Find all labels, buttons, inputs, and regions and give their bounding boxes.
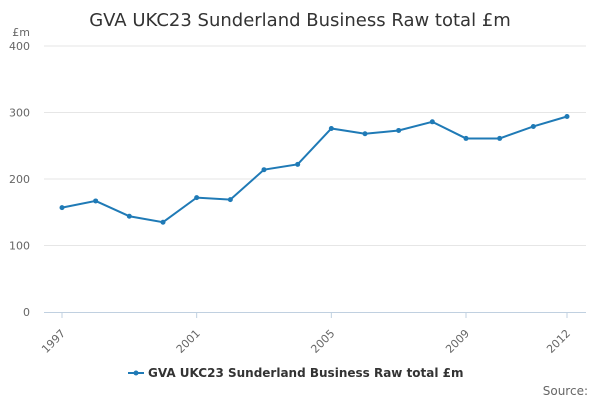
y-tick-label: 0: [23, 306, 30, 319]
data-point[interactable]: [530, 123, 536, 129]
y-axis-ticks: 0 100 200 300 400: [9, 40, 30, 319]
legend-series-marker-icon: [133, 370, 139, 376]
series-group: [59, 113, 570, 225]
x-tick-label: 2009: [443, 327, 472, 356]
data-point[interactable]: [328, 125, 334, 131]
chart-title: GVA UKC23 Sunderland Business Raw total …: [89, 10, 511, 31]
data-point[interactable]: [160, 219, 166, 225]
data-point[interactable]: [497, 135, 503, 141]
data-point[interactable]: [429, 119, 435, 125]
series-line: [61, 115, 568, 224]
x-tick-label: 2012: [544, 327, 573, 356]
y-tick-label: 200: [9, 173, 30, 186]
data-point[interactable]: [396, 127, 402, 133]
data-point[interactable]: [362, 131, 368, 137]
source-label: Source:: [543, 384, 588, 398]
x-tick-label: 2001: [174, 327, 203, 356]
data-point[interactable]: [261, 167, 267, 173]
y-tick-label: 300: [9, 107, 30, 120]
data-point[interactable]: [194, 195, 200, 201]
x-axis-ticks: 1997 2001 2005 2009 2012: [39, 312, 573, 356]
y-axis-unit-label: £m: [12, 26, 30, 39]
data-point[interactable]: [295, 161, 301, 167]
data-point[interactable]: [126, 213, 132, 219]
y-tick-label: 400: [9, 40, 30, 53]
data-point[interactable]: [227, 197, 233, 203]
x-tick-label: 1997: [39, 327, 68, 356]
data-point[interactable]: [93, 198, 99, 204]
data-point[interactable]: [564, 113, 570, 119]
y-tick-label: 100: [9, 240, 30, 253]
legend[interactable]: GVA UKC23 Sunderland Business Raw total …: [128, 366, 464, 380]
y-grid-lines: [44, 45, 586, 246]
legend-series-label: GVA UKC23 Sunderland Business Raw total …: [148, 366, 464, 380]
data-point[interactable]: [59, 205, 65, 211]
data-point[interactable]: [463, 135, 469, 141]
x-tick-label: 2005: [308, 327, 337, 356]
